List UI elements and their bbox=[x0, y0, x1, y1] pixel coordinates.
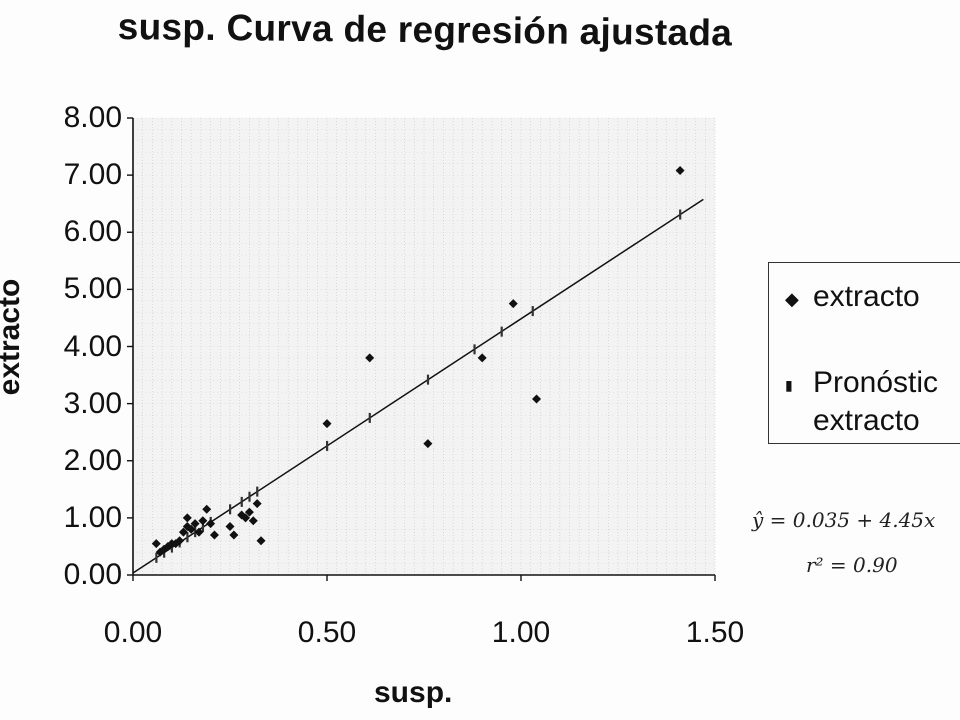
axes bbox=[127, 117, 716, 581]
y-axis-label: extracto bbox=[0, 278, 26, 396]
regression-equation: ŷ = 0.035 + 4.45x bbox=[752, 508, 936, 532]
y-tick-label: 1.00 bbox=[63, 500, 122, 534]
data-point bbox=[190, 519, 200, 529]
legend-label: extracto bbox=[813, 280, 920, 313]
x-tick-label: 0.00 bbox=[103, 616, 163, 649]
y-tick-label: 7.00 bbox=[63, 158, 122, 192]
y-tick-label: 0.00 bbox=[63, 558, 122, 591]
prediction-point bbox=[679, 209, 682, 220]
data-point bbox=[252, 499, 262, 509]
data-point bbox=[178, 527, 188, 537]
legend: ◆ extracto ▮ Pronóstic extracto bbox=[768, 262, 960, 444]
prediction-point bbox=[368, 412, 371, 423]
x-tick-label: 1.00 bbox=[491, 616, 551, 649]
x-axis-label: susp. bbox=[374, 676, 453, 709]
data-point bbox=[194, 527, 204, 537]
data-point bbox=[365, 353, 375, 363]
prediction-point bbox=[186, 532, 189, 543]
regression-line bbox=[132, 198, 704, 574]
prediction-point bbox=[229, 504, 232, 515]
data-point bbox=[322, 419, 332, 429]
y-tick-label: 6.00 bbox=[63, 215, 122, 249]
y-tick-label: 5.00 bbox=[63, 272, 122, 306]
data-point bbox=[532, 394, 542, 404]
diamond-marker-icon: ◆ bbox=[785, 289, 799, 309]
data-point bbox=[175, 536, 185, 546]
data-point bbox=[186, 524, 196, 534]
data-point bbox=[244, 507, 254, 517]
prediction-point bbox=[155, 552, 158, 563]
y-tick-label: 2.00 bbox=[63, 443, 122, 477]
grid bbox=[132, 117, 716, 576]
prediction-point bbox=[500, 326, 503, 337]
prediction-point bbox=[256, 486, 259, 497]
y-tick-label: 4.00 bbox=[63, 329, 122, 363]
fit-line bbox=[132, 198, 704, 574]
data-point bbox=[423, 439, 433, 449]
bar-marker-icon: ▮ bbox=[785, 377, 793, 393]
data-point bbox=[477, 353, 487, 363]
observed-points bbox=[151, 166, 685, 557]
data-point bbox=[675, 166, 685, 176]
data-point bbox=[182, 513, 192, 523]
data-point bbox=[209, 530, 219, 540]
data-point bbox=[508, 299, 518, 309]
prediction-point bbox=[326, 440, 329, 451]
data-point bbox=[248, 516, 258, 526]
data-point bbox=[151, 539, 161, 549]
data-point bbox=[206, 519, 216, 529]
prediction-point bbox=[248, 491, 251, 502]
data-point bbox=[202, 504, 212, 514]
data-point bbox=[241, 513, 251, 523]
prediction-point bbox=[201, 522, 205, 533]
x-tick-label: 0.50 bbox=[297, 616, 357, 649]
prediction-point bbox=[240, 496, 243, 507]
prediction-point bbox=[473, 344, 476, 355]
prediction-point bbox=[426, 374, 430, 385]
legend-label: Pronóstic bbox=[813, 366, 939, 399]
r-squared-label: r² = 0.90 bbox=[806, 553, 898, 577]
data-point bbox=[198, 516, 208, 526]
y-tick-label: 8.00 bbox=[63, 101, 122, 134]
legend-label: extracto bbox=[813, 404, 920, 437]
x-tick-label: 1.50 bbox=[685, 616, 745, 649]
prediction-point bbox=[531, 306, 534, 317]
y-tick-label: 3.00 bbox=[63, 386, 122, 420]
data-point bbox=[256, 536, 266, 546]
data-point bbox=[225, 521, 235, 531]
data-point bbox=[229, 530, 239, 540]
